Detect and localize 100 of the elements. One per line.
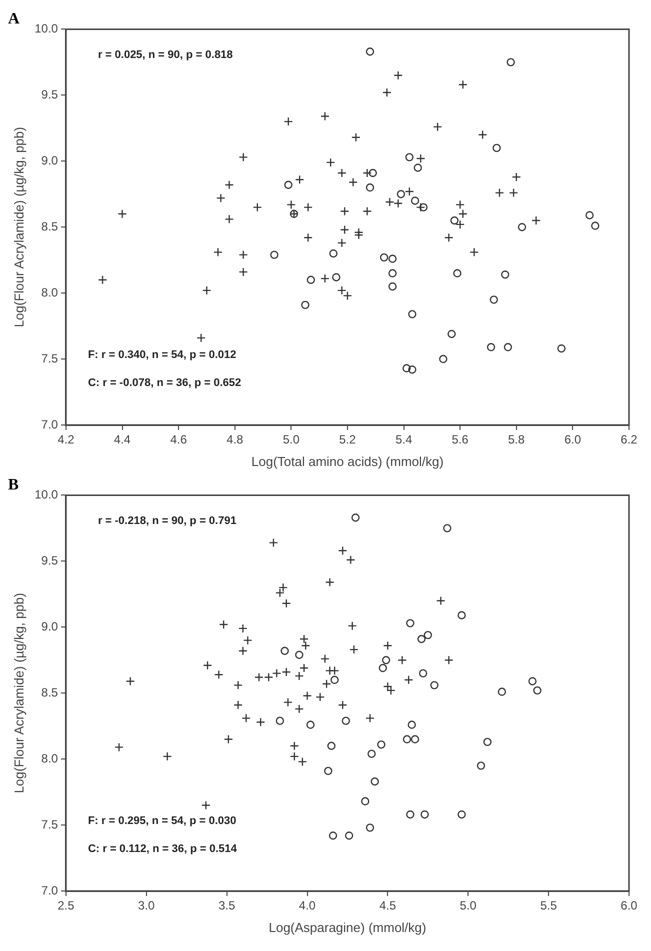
point bbox=[344, 831, 354, 840]
point bbox=[224, 214, 234, 224]
point bbox=[238, 152, 248, 162]
point bbox=[458, 810, 466, 819]
point bbox=[453, 269, 462, 278]
point bbox=[396, 190, 406, 198]
point bbox=[394, 198, 403, 208]
point bbox=[316, 692, 325, 702]
point bbox=[295, 175, 304, 184]
point bbox=[238, 250, 248, 260]
point bbox=[361, 797, 370, 806]
point bbox=[382, 656, 390, 664]
x-tick-label: 4.6 bbox=[170, 432, 188, 447]
point bbox=[386, 686, 396, 696]
point bbox=[346, 555, 356, 564]
y-tick-label: 8.5 bbox=[41, 219, 58, 234]
point bbox=[303, 233, 313, 242]
point bbox=[362, 206, 372, 216]
point bbox=[295, 650, 304, 659]
point bbox=[385, 197, 394, 207]
x-tick-label: 4.2 bbox=[58, 432, 75, 447]
point bbox=[329, 249, 338, 258]
point bbox=[320, 654, 330, 664]
annotation: F: r = 0.340, n = 54, p = 0.012 bbox=[88, 349, 236, 362]
point bbox=[417, 634, 426, 644]
point bbox=[501, 270, 510, 279]
x-tick-label: 4.4 bbox=[114, 432, 131, 447]
point bbox=[419, 203, 428, 212]
point bbox=[406, 810, 414, 819]
point bbox=[268, 538, 278, 548]
point bbox=[284, 116, 293, 126]
point bbox=[483, 738, 492, 746]
point bbox=[328, 831, 338, 840]
point bbox=[458, 209, 468, 219]
chart-title: A bbox=[8, 10, 20, 28]
y-tick-label: 9.5 bbox=[41, 553, 58, 568]
point bbox=[383, 641, 392, 650]
point bbox=[450, 216, 459, 225]
point bbox=[416, 202, 426, 212]
annotation: r = 0.025, n = 90, p = 0.818 bbox=[98, 49, 233, 62]
point bbox=[298, 757, 308, 766]
point bbox=[326, 158, 336, 168]
point bbox=[368, 168, 377, 178]
chart-title: B bbox=[8, 476, 19, 494]
point bbox=[126, 676, 135, 686]
point bbox=[332, 273, 340, 282]
point bbox=[327, 742, 336, 750]
point bbox=[264, 672, 274, 682]
point bbox=[238, 624, 248, 634]
point bbox=[402, 735, 412, 744]
point bbox=[508, 188, 518, 198]
point bbox=[388, 254, 397, 263]
point bbox=[340, 225, 350, 234]
point bbox=[382, 88, 392, 98]
point bbox=[443, 524, 452, 532]
point bbox=[408, 365, 416, 374]
point bbox=[238, 646, 248, 656]
point bbox=[388, 282, 397, 291]
point bbox=[214, 670, 224, 680]
annotation: F: r = 0.295, n = 54, p = 0.030 bbox=[88, 815, 236, 828]
point bbox=[324, 766, 332, 776]
point bbox=[408, 720, 416, 729]
point bbox=[351, 514, 360, 522]
point bbox=[410, 196, 420, 205]
x-tick-label: 4.5 bbox=[379, 898, 396, 913]
point bbox=[458, 80, 468, 90]
x-tick-label: 6.0 bbox=[564, 432, 582, 447]
point bbox=[533, 686, 542, 695]
point bbox=[416, 154, 426, 164]
point bbox=[294, 671, 304, 681]
point bbox=[202, 660, 212, 670]
point bbox=[330, 676, 339, 684]
point bbox=[585, 211, 594, 220]
point bbox=[354, 230, 364, 240]
point bbox=[404, 186, 414, 196]
point bbox=[512, 172, 521, 182]
point bbox=[201, 800, 211, 810]
annotation: r = -0.218, n = 90, p = 0.791 bbox=[98, 515, 236, 528]
point bbox=[478, 130, 488, 140]
point bbox=[283, 698, 293, 707]
point bbox=[278, 582, 288, 592]
point bbox=[338, 546, 348, 556]
x-tick-label: 5.8 bbox=[508, 432, 526, 447]
point bbox=[455, 220, 465, 230]
point bbox=[252, 202, 262, 212]
point bbox=[286, 200, 296, 210]
point bbox=[430, 681, 438, 690]
point bbox=[280, 646, 289, 655]
point bbox=[348, 178, 358, 187]
point bbox=[294, 704, 304, 714]
point bbox=[337, 238, 346, 248]
point bbox=[337, 168, 346, 178]
x-tick-label: 4.0 bbox=[298, 898, 316, 913]
y-tick-label: 8.0 bbox=[41, 285, 58, 300]
x-tick-label: 5.4 bbox=[395, 432, 412, 447]
point bbox=[306, 720, 315, 729]
point bbox=[470, 248, 479, 257]
point bbox=[351, 132, 361, 142]
y-tick-label: 8.0 bbox=[41, 751, 58, 766]
point bbox=[216, 193, 226, 203]
